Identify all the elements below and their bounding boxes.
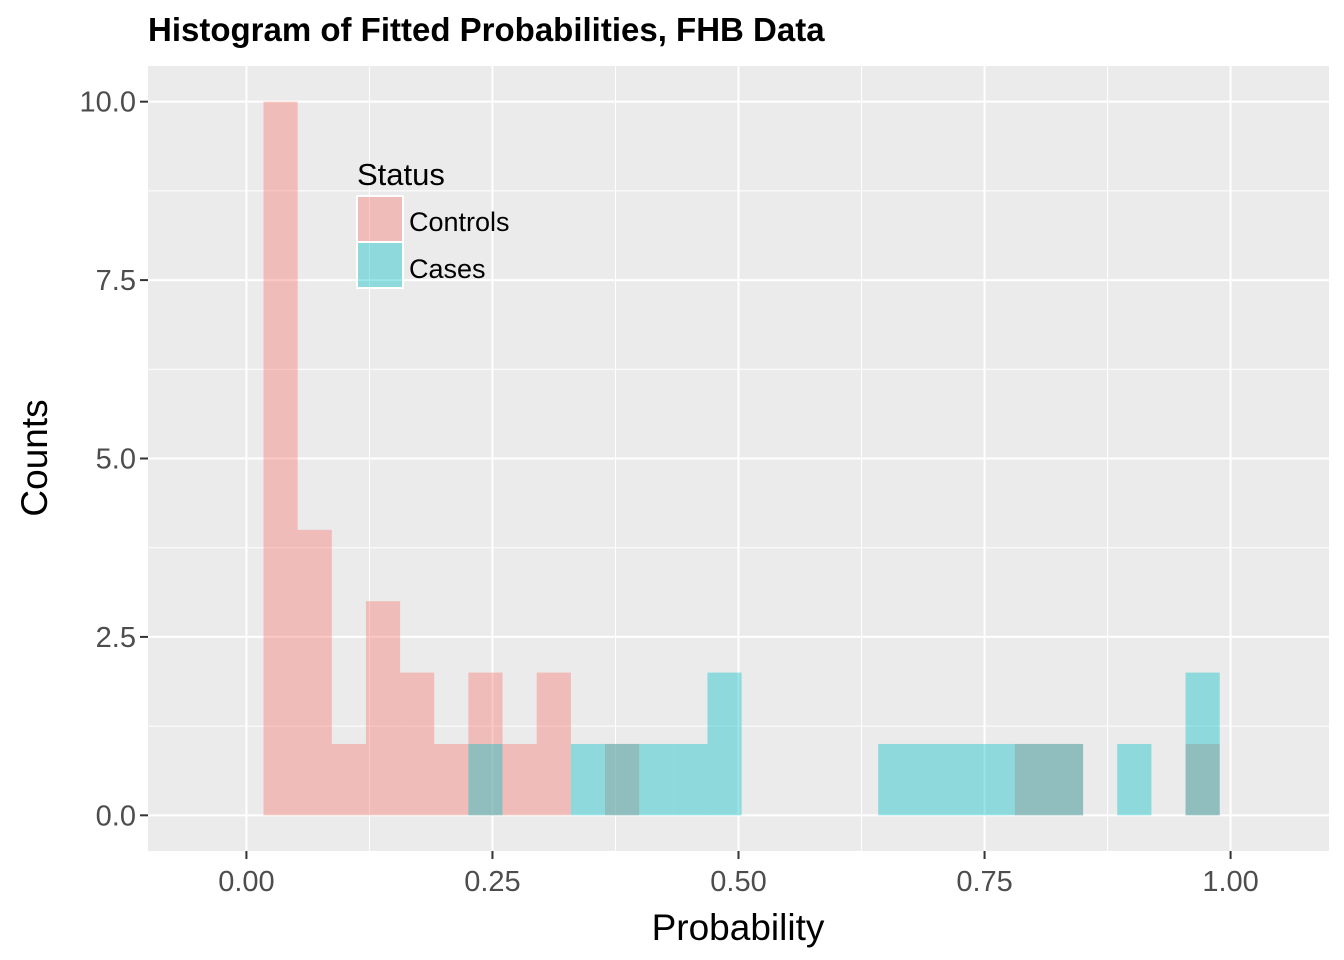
y-tick-label: 5.0 [96, 444, 136, 476]
controls-bar [297, 529, 332, 816]
controls-bar [434, 743, 469, 816]
cases-bar [1185, 672, 1220, 816]
x-tick-label: 1.00 [1202, 866, 1258, 898]
cases-bar [946, 743, 981, 816]
chart-title: Histogram of Fitted Probabilities, FHB D… [148, 11, 825, 48]
controls-bar [1185, 743, 1220, 816]
x-tick-label: 0.50 [710, 866, 766, 898]
controls-bar [604, 743, 640, 816]
y-tick-label: 0.0 [96, 800, 136, 832]
y-tick-label: 7.5 [96, 265, 136, 297]
legend-label-controls: Controls [409, 207, 510, 237]
cases-bar [639, 743, 674, 816]
controls-bar [1014, 743, 1049, 816]
cases-bar [1014, 743, 1049, 816]
cases-bar [707, 672, 742, 816]
y-tick-label: 10.0 [80, 87, 136, 119]
cases-bar [980, 743, 1015, 816]
cases-bar [878, 743, 913, 816]
legend-label-cases: Cases [409, 254, 486, 284]
legend-title: Status [357, 157, 445, 192]
legend: Status Controls Cases [356, 157, 510, 289]
x-axis-title: Probability [652, 907, 825, 948]
cases-bar [912, 743, 947, 816]
cases-bar [673, 743, 708, 816]
cases-bar [1117, 743, 1152, 816]
y-axis-title: Counts [14, 399, 55, 516]
major-gridlines [148, 66, 1329, 851]
y-axis: 0.0 2.5 5.0 7.5 10.0 [80, 87, 148, 832]
controls-bars [263, 101, 1220, 816]
controls-bar [331, 743, 366, 816]
controls-bar [468, 672, 503, 816]
y-tick-label: 2.5 [96, 622, 136, 654]
legend-key-cases [356, 241, 404, 289]
controls-bar [365, 601, 401, 816]
x-tick-label: 0.25 [464, 866, 520, 898]
x-tick-label: 0.75 [956, 866, 1012, 898]
cases-bar [604, 743, 640, 816]
cases-bars [468, 672, 1220, 816]
controls-bar [536, 672, 571, 816]
controls-bar [263, 101, 298, 816]
cases-bar [1048, 743, 1084, 816]
controls-bar [1048, 743, 1084, 816]
legend-key-controls [356, 195, 404, 243]
cases-bar [468, 743, 503, 816]
controls-bar [400, 672, 435, 816]
x-tick-label: 0.00 [218, 866, 274, 898]
x-axis: 0.00 0.25 0.50 0.75 1.00 [218, 851, 1259, 898]
cases-bar [570, 743, 605, 816]
controls-bar [502, 743, 537, 816]
